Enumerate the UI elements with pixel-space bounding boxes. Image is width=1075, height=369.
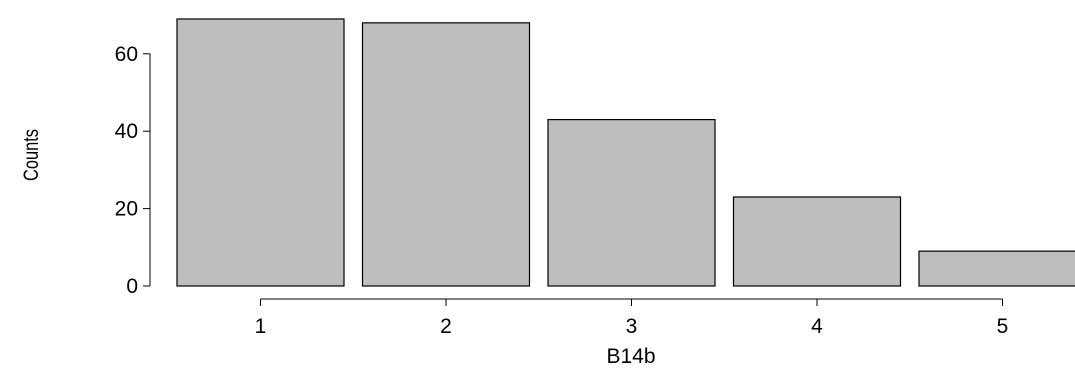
x-tick-label: 2 [440, 315, 452, 338]
x-tick-label: 1 [255, 315, 267, 338]
bar-4 [732, 196, 902, 287]
x-tick-label: 4 [811, 315, 823, 338]
y-tick-label: 0 [126, 275, 138, 298]
x-tick-label: 5 [997, 315, 1009, 338]
bar-1 [176, 18, 345, 287]
y-tick-label: 40 [115, 120, 138, 143]
y-axis: 0 20 40 60 [115, 43, 151, 298]
y-tick-label: 60 [115, 43, 138, 66]
bar-3 [547, 118, 716, 287]
y-axis-title: Counts [19, 129, 42, 181]
x-axis: 1 2 3 4 5 [255, 298, 1009, 338]
x-tick-label: 3 [626, 315, 638, 338]
x-axis-title: B14b [606, 345, 655, 368]
bar-2 [361, 22, 531, 287]
bar-5 [918, 250, 1075, 287]
y-tick-label: 20 [115, 198, 138, 221]
bars-layer [176, 18, 1075, 287]
